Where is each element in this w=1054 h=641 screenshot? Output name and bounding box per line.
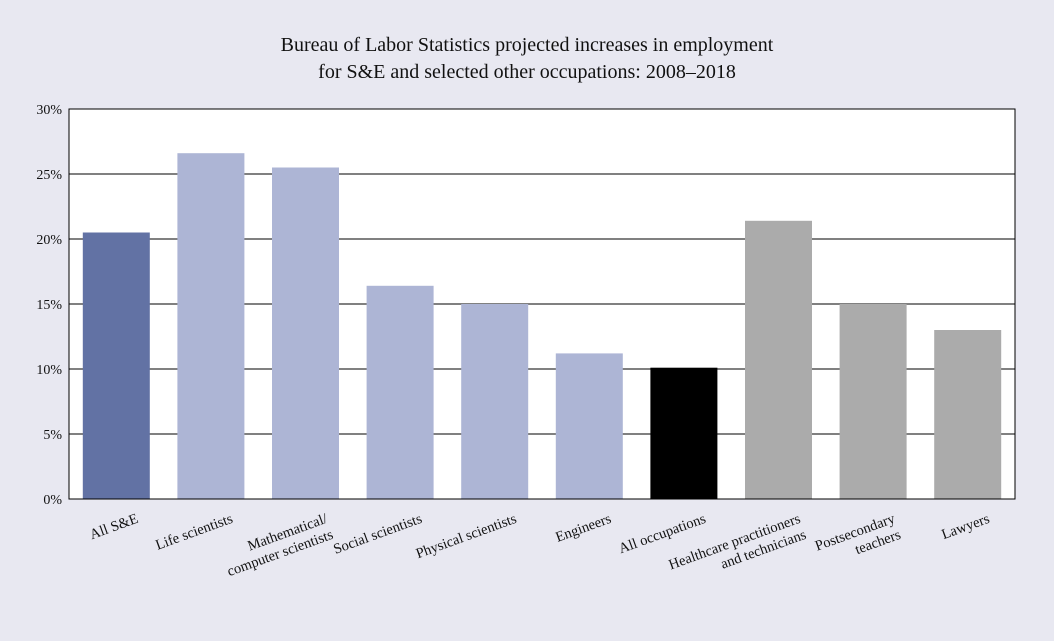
x-category-label: Mathematical/computer scientists xyxy=(225,511,336,580)
chart-title-line-1: Bureau of Labor Statistics projected inc… xyxy=(280,34,774,56)
x-category-label: All S&E xyxy=(88,511,141,543)
bar xyxy=(934,330,1002,499)
bar xyxy=(461,304,529,499)
x-category-label: Lawyers xyxy=(939,511,992,543)
x-tick-label: Engineers xyxy=(553,511,613,546)
x-category-label: Social scientists xyxy=(331,511,424,558)
bar xyxy=(366,285,434,499)
bar xyxy=(839,304,907,499)
x-tick-label: All S&E xyxy=(88,511,141,543)
bar xyxy=(650,367,718,499)
y-tick-label: 30% xyxy=(36,103,62,118)
bar xyxy=(177,153,245,499)
bar xyxy=(82,232,150,499)
x-tick-label: Lawyers xyxy=(939,511,992,543)
x-category-label: Physical scientists xyxy=(414,511,519,562)
x-tick-label: Physical scientists xyxy=(414,511,519,562)
x-category-label: Engineers xyxy=(553,511,613,546)
bar xyxy=(745,220,812,500)
bar xyxy=(272,167,339,499)
y-tick-label: 10% xyxy=(36,363,62,378)
y-tick-label: 20% xyxy=(36,233,62,248)
y-tick-label: 25% xyxy=(36,168,62,183)
plot-frame xyxy=(68,108,1016,500)
y-tick-label: 15% xyxy=(36,298,62,313)
chart-title-line-2: for S&E and selected other occupations: … xyxy=(318,61,736,83)
x-category-label: Life scientists xyxy=(154,511,236,554)
bar xyxy=(555,353,623,499)
x-tick-label: Life scientists xyxy=(154,511,236,554)
y-tick-label: 5% xyxy=(43,428,62,443)
y-tick-label: 0% xyxy=(43,493,62,508)
x-tick-label: Social scientists xyxy=(331,511,424,558)
